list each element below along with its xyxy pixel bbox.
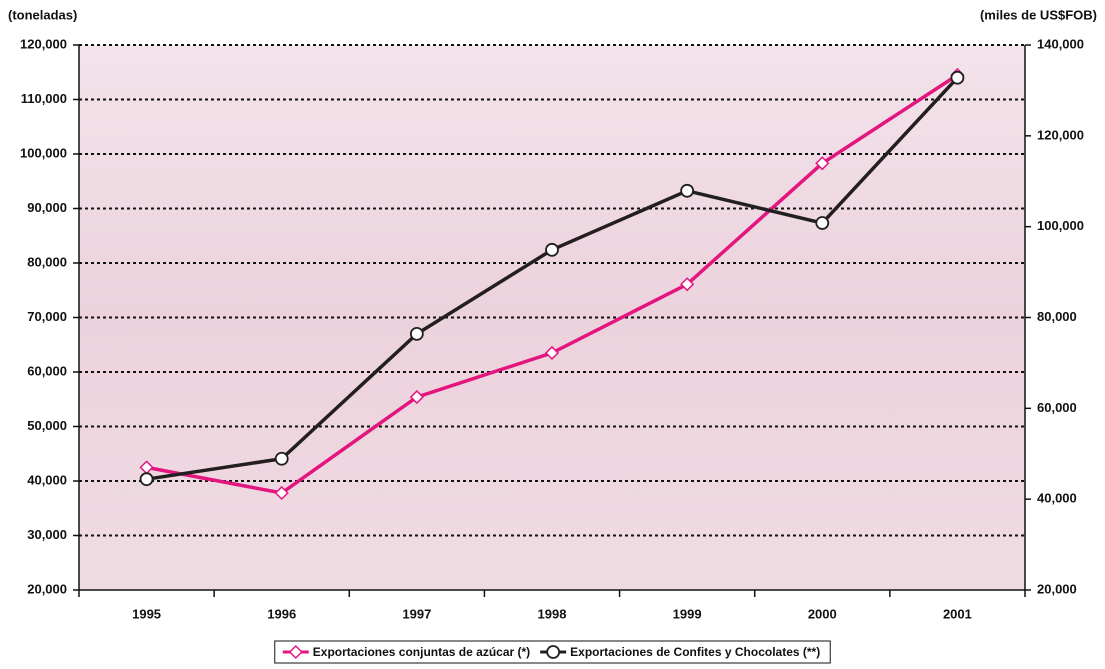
marker	[139, 472, 154, 487]
y-tick-label: 30,000	[27, 527, 67, 542]
y-tick-label: 40,000	[27, 472, 67, 487]
marker	[680, 183, 695, 198]
y-tick-label: 120,000	[20, 36, 67, 51]
y2-tick-label: 100,000	[1037, 218, 1084, 233]
y-tick-label: 70,000	[27, 309, 67, 324]
legend: Exportaciones conjuntas de azúcar (*) Exp…	[274, 640, 831, 664]
y2-tick-label: 20,000	[1037, 581, 1077, 596]
y-tick-label: 90,000	[27, 200, 67, 215]
y-tick-label: 60,000	[27, 363, 67, 378]
y2-tick-label: 60,000	[1037, 400, 1077, 415]
marker	[815, 156, 830, 171]
y2-tick-label: 140,000	[1037, 36, 1084, 51]
x-tick-label: 1998	[538, 606, 567, 621]
y-tick-label: 20,000	[27, 581, 67, 596]
y2-tick-label: 80,000	[1037, 309, 1077, 324]
marker	[546, 645, 561, 659]
y-tick-label: 80,000	[27, 254, 67, 269]
x-tick-label: 1997	[402, 606, 431, 621]
y-axis-label: (toneladas)	[8, 7, 77, 22]
y2-tick-label: 120,000	[1037, 127, 1084, 142]
y-tick-label: 50,000	[27, 418, 67, 433]
y2-tick-label: 40,000	[1037, 491, 1077, 506]
y-tick-label: 110,000	[21, 91, 67, 106]
marker	[274, 485, 289, 501]
marker	[288, 644, 303, 660]
y2-axis-label: (miles de US$FOB)	[980, 7, 1097, 22]
marker	[409, 390, 424, 405]
marker	[680, 277, 695, 292]
marker	[409, 326, 424, 341]
x-tick-label: 1999	[673, 606, 702, 621]
x-tick-label: 1995	[132, 606, 161, 621]
marker	[274, 451, 289, 466]
y-tick-label: 100,000	[20, 145, 67, 160]
marker	[544, 345, 560, 360]
x-tick-label: 2001	[943, 606, 972, 621]
x-tick-label: 2000	[808, 606, 837, 621]
legend-label: Exportaciones de Confites y Chocolates (…	[570, 645, 820, 659]
marker	[545, 242, 559, 257]
legend-label: Exportaciones conjuntas de azúcar (*)	[313, 645, 530, 659]
marker	[815, 216, 830, 230]
marker	[950, 70, 965, 85]
x-tick-label: 1996	[267, 606, 296, 621]
